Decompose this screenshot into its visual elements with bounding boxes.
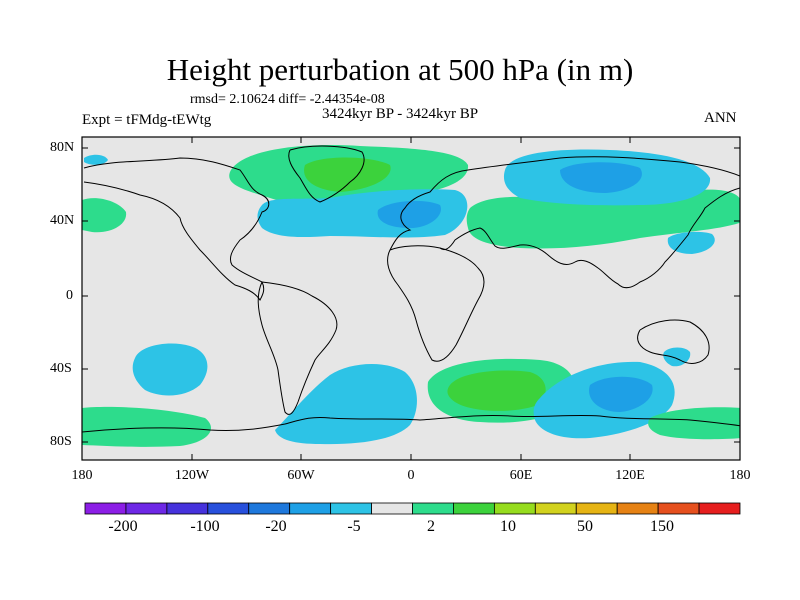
colorbar-swatch: [616, 502, 659, 515]
colorbar-label: -200: [108, 518, 138, 535]
season-label: ANN: [704, 110, 737, 126]
colorbar-swatch: [207, 502, 250, 515]
anomaly-region: [667, 231, 715, 254]
colorbar-swatch: [698, 502, 741, 515]
lon-label: 180: [71, 468, 93, 483]
colorbar-swatch: [248, 502, 291, 515]
anomaly-region: [589, 376, 653, 412]
colorbar-label: 2: [427, 518, 435, 535]
lon-label: 60E: [509, 468, 533, 483]
coastline: [82, 414, 740, 433]
lon-label: 60W: [287, 468, 315, 483]
anomaly-region: [560, 162, 642, 193]
anomaly-region: [84, 154, 108, 165]
anomaly-field: [82, 145, 740, 447]
map-panel: [81, 136, 741, 461]
stats-line: rmsd= 2.10624 diff= -2.44354e-08: [190, 92, 385, 107]
colorbar-swatch: [575, 502, 618, 515]
colorbar-swatch: [84, 502, 127, 515]
anomaly-region: [648, 407, 740, 440]
anomaly-region: [377, 200, 441, 228]
coastline: [288, 145, 365, 203]
lon-label: 0: [407, 468, 415, 483]
coastlines: [82, 145, 740, 433]
coastline: [83, 157, 270, 302]
lat-label: 80N: [50, 140, 75, 155]
anomaly-region: [82, 406, 212, 447]
anomaly-region: [82, 198, 127, 233]
colorbar-swatch: [330, 502, 372, 515]
lon-label: 120W: [174, 468, 210, 483]
colorbar-label: -100: [190, 518, 220, 535]
colorbar-label: -20: [265, 518, 287, 535]
coastline: [439, 187, 740, 289]
colorbar-swatch: [371, 502, 413, 515]
period-label: 3424kyr BP - 3424kyr BP: [322, 106, 479, 122]
plot-title: Height perturbation at 500 hPa (in m): [166, 52, 634, 87]
lon-label: 180: [729, 468, 751, 483]
coastline: [257, 281, 338, 415]
colorbar-label: 150: [650, 518, 674, 535]
colorbar-swatch: [453, 502, 495, 515]
colorbar-swatch: [412, 502, 454, 515]
colorbar: [84, 502, 741, 515]
anomaly-region: [447, 370, 546, 411]
colorbar-swatch: [493, 502, 536, 515]
coastline: [637, 319, 710, 364]
lat-label: 0: [66, 288, 73, 303]
colorbar-label: -5: [347, 518, 361, 535]
colorbar-swatch: [657, 502, 700, 515]
anomaly-region: [275, 364, 417, 445]
colorbar-swatch: [289, 502, 332, 515]
lon-label: 120E: [615, 468, 645, 483]
anomaly-region: [304, 157, 391, 192]
colorbar-label: 50: [577, 518, 593, 535]
coastline: [387, 245, 485, 362]
lat-label: 40S: [50, 361, 72, 376]
lat-label: 80S: [50, 434, 72, 449]
colorbar-swatch: [166, 502, 209, 515]
colorbar-swatch: [534, 502, 577, 515]
colorbar-label: 10: [500, 518, 516, 535]
axis-ticks: [81, 137, 741, 460]
lat-label: 40N: [50, 213, 75, 228]
anomaly-region: [466, 189, 740, 249]
coastline: [389, 156, 740, 251]
anomaly-region: [132, 343, 208, 396]
experiment-label: Expt = tFMdg-tEWtg: [82, 112, 212, 128]
colorbar-swatch: [125, 502, 168, 515]
